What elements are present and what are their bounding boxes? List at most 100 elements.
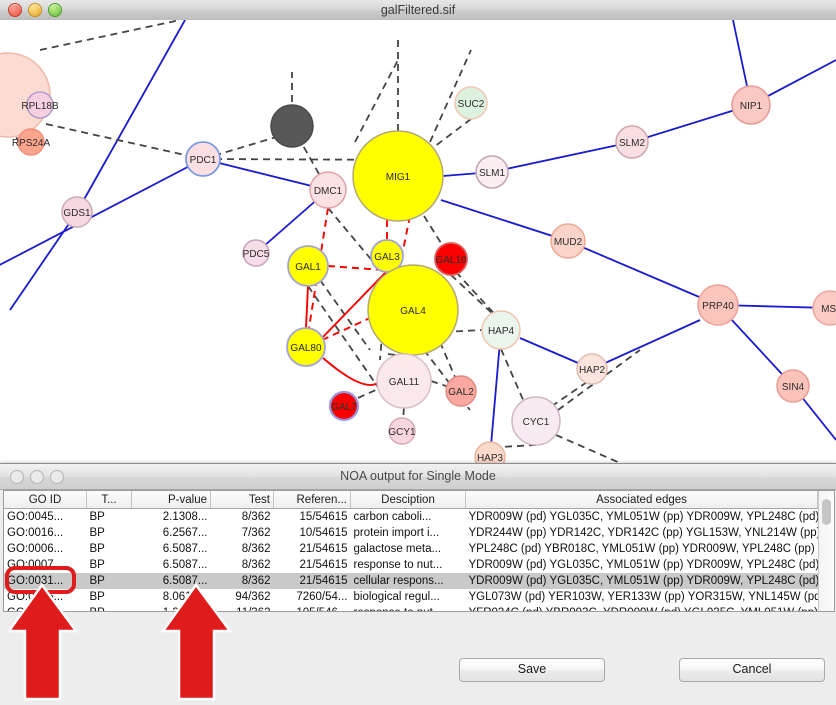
table-row[interactable]: GO:0031... BP 6.5087... 8/362 21/54615 cellul… <box>4 573 818 589</box>
table-row[interactable]: GO:0045... BP 2.1308... 8/362 15/54615 carbon… <box>4 509 818 526</box>
node-NIP1[interactable]: NIP1 <box>731 85 771 125</box>
svg-text:RPL18B: RPL18B <box>21 101 59 112</box>
node-CYC1[interactable]: CYC1 <box>511 396 561 446</box>
cell-description: cellular respons... <box>350 573 466 589</box>
edge-pd <box>357 387 381 399</box>
col-header-test[interactable]: Test <box>210 491 274 509</box>
svg-text:GAL7: GAL7 <box>331 402 357 413</box>
node-GAL7[interactable]: GAL7 <box>328 390 360 422</box>
cell-p-value: 8.0614... <box>162 591 208 603</box>
edge-pp <box>591 319 701 370</box>
results-table-viewport[interactable]: GO ID T... P-value Test Referen... Desci… <box>4 491 818 611</box>
col-header-p-value[interactable]: P-value <box>131 491 211 509</box>
node-GDS1[interactable]: GDS1 <box>61 196 93 228</box>
svg-text:PDC5: PDC5 <box>243 249 270 260</box>
nodes-layer[interactable]: RPL18B RPS24A GDS1 PDC1 PDC5 DMC1 MIG1 S… <box>0 52 836 463</box>
network-canvas[interactable]: RPL18B RPS24A GDS1 PDC1 PDC5 DMC1 MIG1 S… <box>0 20 836 463</box>
svg-text:GAL2: GAL2 <box>448 387 474 398</box>
node-RPL18B[interactable]: RPL18B <box>21 91 59 119</box>
cell-p-value: 6.5087... <box>131 573 211 589</box>
node-GAL80[interactable]: GAL80 <box>286 327 326 367</box>
node-GAL4[interactable]: GAL4 <box>367 264 459 356</box>
svg-text:HAP3: HAP3 <box>477 453 504 463</box>
results-table-wrapper: GO ID T... P-value Test Referen... Desci… <box>3 490 835 612</box>
noa-zoom-button[interactable] <box>50 469 64 484</box>
cell-test: 8/362 <box>241 511 271 523</box>
table-row[interactable]: GO:0031...BP1.3324...11/362105/546...res… <box>4 605 818 611</box>
edge-pd <box>429 49 472 143</box>
col-header-type[interactable]: T... <box>86 491 132 509</box>
node-MSI[interactable]: MSI <box>812 290 836 326</box>
svg-text:CYC1: CYC1 <box>523 417 550 428</box>
node-MIG1[interactable]: MIG1 <box>352 130 444 222</box>
node-PRP40[interactable]: PRP40 <box>697 284 739 326</box>
node-HAP4[interactable]: HAP4 <box>481 310 521 350</box>
svg-text:HAP2: HAP2 <box>579 365 606 376</box>
node-GAL11[interactable]: GAL11 <box>376 353 432 409</box>
cell-type: BP <box>89 559 105 571</box>
node-GCY1[interactable]: GCY1 <box>388 417 416 445</box>
svg-text:MIG1: MIG1 <box>386 172 411 183</box>
cell-test: 8/362 <box>241 559 271 571</box>
cell-associated-edges: YDR009W (pd) YGL035C, YML051W (pp) YDR00… <box>468 559 818 571</box>
network-graph[interactable]: RPL18B RPS24A GDS1 PDC1 PDC5 DMC1 MIG1 S… <box>0 20 836 463</box>
traffic-lights <box>8 3 62 17</box>
svg-text:HAP4: HAP4 <box>488 326 515 337</box>
node-GAL3[interactable]: GAL3 <box>370 239 404 273</box>
node-HAP3[interactable]: HAP3 <box>474 441 506 463</box>
cancel-button[interactable]: Cancel <box>679 658 825 682</box>
edge-pd <box>401 407 405 432</box>
node-SIN4[interactable]: SIN4 <box>776 369 810 403</box>
noa-titlebar: NOA output for Single Mode <box>0 464 836 490</box>
node-unlabeled-dark[interactable] <box>270 104 314 148</box>
table-row[interactable]: GO:0006... BP 6.5087... 8/362 21/54615 galact… <box>4 541 818 557</box>
table-row[interactable]: GO:0065... BP 8.0614... 94/362 7260/54... bio… <box>4 589 818 605</box>
noa-close-button[interactable] <box>10 469 24 484</box>
edge-pd <box>39 20 181 51</box>
node-SLM1[interactable]: SLM1 <box>475 155 509 189</box>
col-header-reference[interactable]: Referen... <box>273 491 351 509</box>
close-button[interactable] <box>8 3 22 17</box>
table-row[interactable]: GO:0016... BP 6.2567... 7/362 10/54615 protei… <box>4 525 818 541</box>
node-GAL10[interactable]: GAL10 <box>434 242 468 276</box>
cell-type: BP <box>89 591 105 603</box>
node-DMC1[interactable]: DMC1 <box>309 171 347 209</box>
svg-text:NIP1: NIP1 <box>740 101 763 112</box>
svg-text:GDS1: GDS1 <box>63 208 91 219</box>
table-header-row: GO ID T... P-value Test Referen... Desci… <box>4 491 818 509</box>
edge-red-dashed <box>327 265 384 271</box>
node-GAL2[interactable]: GAL2 <box>445 375 477 407</box>
table-row[interactable]: GO:0007... BP 6.5087... 8/362 21/54615 respon… <box>4 557 818 573</box>
cell-associated-edges: YDR009W (pd) YGL035C, YML051W (pp) YDR00… <box>468 511 818 523</box>
edge-pd <box>202 158 431 161</box>
table-vertical-scrollbar[interactable] <box>818 491 834 611</box>
col-header-description[interactable]: Desciption <box>350 491 466 509</box>
node-MUD2[interactable]: MUD2 <box>550 223 586 259</box>
col-header-go-id[interactable]: GO ID <box>4 491 87 509</box>
zoom-button[interactable] <box>48 3 62 17</box>
cell-description: response to nut... <box>353 559 443 571</box>
edge-pd <box>319 279 371 351</box>
node-PDC1[interactable]: PDC1 <box>185 141 221 177</box>
main-window-titlebar: galFiltered.sif <box>0 0 836 21</box>
node-HAP2[interactable]: HAP2 <box>576 353 608 385</box>
node-SLM2[interactable]: SLM2 <box>615 125 649 159</box>
node-SUC2[interactable]: SUC2 <box>454 86 488 120</box>
edge-red-dashed <box>321 317 371 341</box>
edge-pd <box>499 444 537 448</box>
minimize-button[interactable] <box>28 3 42 17</box>
svg-text:GAL80: GAL80 <box>290 343 322 354</box>
cell-reference: 21/54615 <box>299 543 348 555</box>
cell-description: biological regul... <box>353 591 440 603</box>
node-PDC5[interactable]: PDC5 <box>242 239 270 267</box>
col-header-associated-edges[interactable]: Associated edges <box>465 491 818 509</box>
scrollbar-thumb[interactable] <box>822 499 831 525</box>
svg-text:RPS24A: RPS24A <box>12 138 51 149</box>
save-button[interactable]: Save <box>459 658 605 682</box>
noa-minimize-button[interactable] <box>30 469 44 484</box>
node-GAL1[interactable]: GAL1 <box>287 245 329 287</box>
cell-type: BP <box>89 527 105 539</box>
cell-associated-edges: YGL073W (pd) YER103W, YER133W (pp) YOR31… <box>468 591 818 603</box>
node-RPS24A[interactable]: RPS24A <box>12 128 51 156</box>
edge-pp <box>489 329 502 458</box>
